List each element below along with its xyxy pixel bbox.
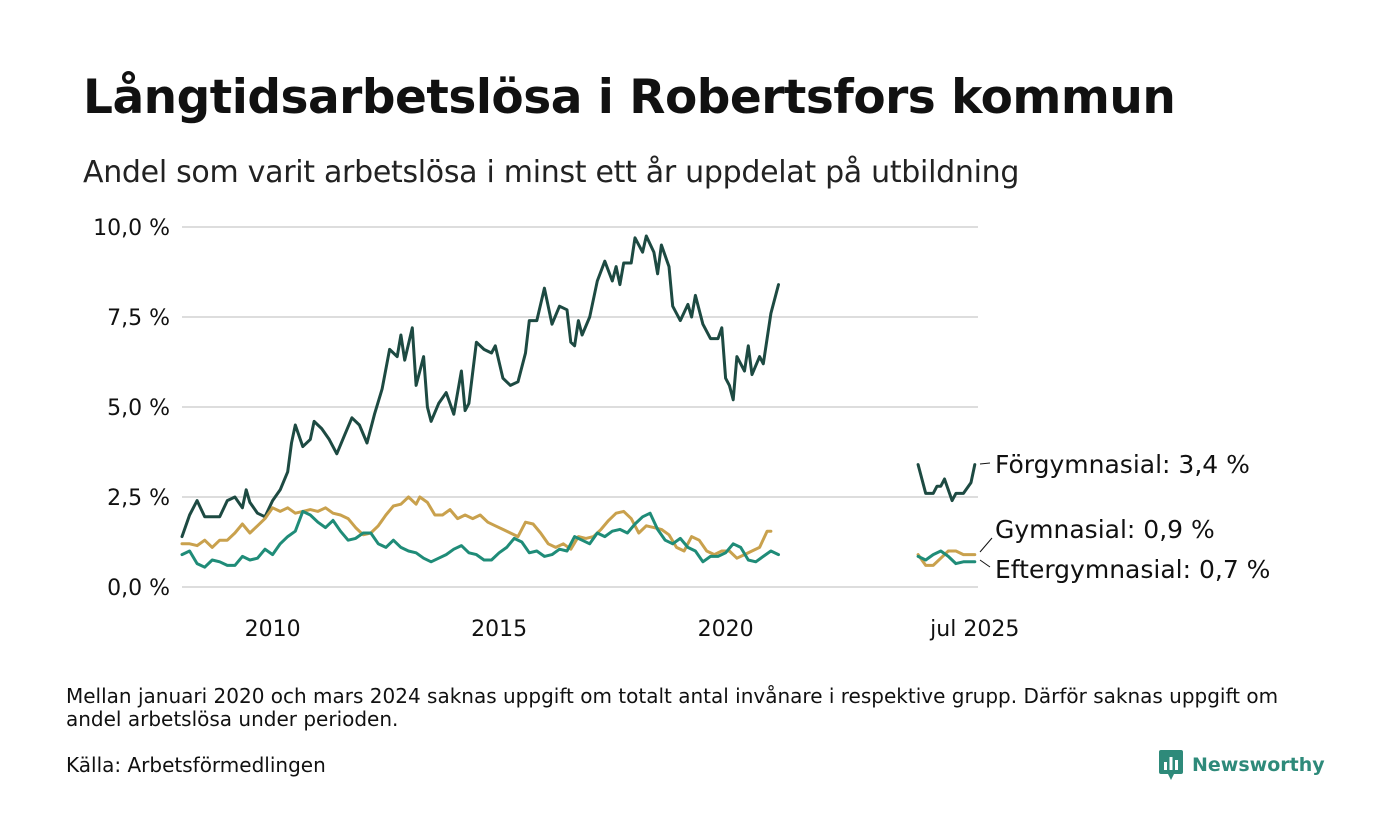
end-label-förgymnasial: Förgymnasial: 3,4 % <box>995 450 1250 479</box>
y-axis: 0,0 % 2,5 % 5,0 % 7,5 % 10,0 % <box>93 216 170 601</box>
series-line-förgymnasial-recent <box>916 463 977 503</box>
x-tick-label: 2010 <box>245 617 301 642</box>
series-line-gymnasial-early <box>180 495 773 560</box>
end-label-leader-gymnasial <box>979 537 993 553</box>
chart-subtitle: Andel som varit arbetslösa i minst ett å… <box>83 155 1020 190</box>
footnote: Mellan januari 2020 och mars 2024 saknas… <box>66 684 1279 731</box>
series-line-förgymnasial-early <box>180 234 780 539</box>
end-label-leader-eftergymnasial <box>979 559 991 568</box>
series-line-eftergymnasial-early <box>180 509 780 569</box>
end-label-eftergymnasial: Eftergymnasial: 0,7 % <box>995 555 1270 584</box>
x-tick-label: jul 2025 <box>929 617 1019 642</box>
series-end-labels: Förgymnasial: 3,4 % Gymnasial: 0,9 % Efter… <box>979 450 1270 584</box>
x-tick-label: 2020 <box>698 617 754 642</box>
y-tick-label: 7,5 % <box>107 306 170 331</box>
end-label-leader-förgymnasial <box>979 462 991 465</box>
series-lines <box>180 234 977 569</box>
source-note: Källa: Arbetsförmedlingen <box>66 753 326 777</box>
y-tick-label: 5,0 % <box>107 396 170 421</box>
x-tick-label: 2015 <box>471 617 527 642</box>
brand-logo: Newsworthy <box>1158 748 1325 782</box>
y-tick-label: 2,5 % <box>107 486 170 511</box>
end-label-gymnasial: Gymnasial: 0,9 % <box>995 515 1215 544</box>
series-line-eftergymnasial-recent <box>916 549 977 566</box>
y-tick-label: 0,0 % <box>107 576 170 601</box>
grid-lines <box>182 226 978 588</box>
x-axis: 2010 2015 2020 jul 2025 <box>245 617 1020 642</box>
brand-name: Newsworthy <box>1192 754 1325 776</box>
newsworthy-logo-icon <box>1159 750 1183 780</box>
y-tick-label: 10,0 % <box>93 216 170 241</box>
chart-title: Långtidsarbetslösa i Robertsfors kommun <box>83 70 1176 125</box>
